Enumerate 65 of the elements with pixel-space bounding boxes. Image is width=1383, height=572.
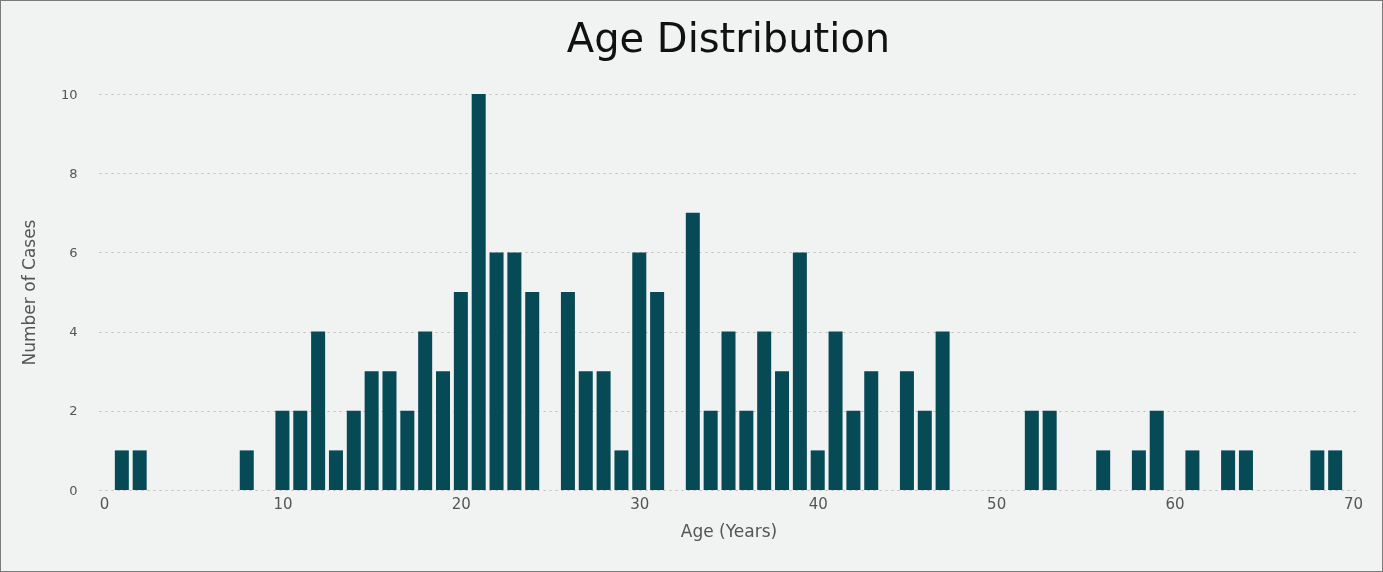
- bar: [792, 252, 807, 490]
- bar: [596, 371, 611, 490]
- x-tick-label: 60: [1165, 494, 1185, 513]
- bar: [632, 252, 647, 490]
- bar: [400, 410, 415, 490]
- bar: [1024, 410, 1039, 490]
- bar: [311, 331, 326, 490]
- y-axis-title: Number of Cases: [18, 219, 39, 366]
- bar: [846, 410, 861, 490]
- x-tick-label: 30: [630, 494, 650, 513]
- bar: [382, 371, 397, 490]
- bar: [471, 94, 486, 490]
- bar: [650, 292, 665, 490]
- bar: [293, 410, 308, 490]
- bar: [578, 371, 593, 490]
- bar: [1328, 450, 1343, 490]
- bar: [775, 371, 790, 490]
- bar: [436, 371, 451, 490]
- bar: [1096, 450, 1111, 490]
- bar: [1149, 410, 1164, 490]
- y-tick-label: 0: [69, 482, 78, 498]
- bar: [489, 252, 504, 490]
- bar: [525, 292, 540, 490]
- bar: [1185, 450, 1200, 490]
- bar: [614, 450, 629, 490]
- bar: [1131, 450, 1146, 490]
- bar: [328, 450, 343, 490]
- bar: [828, 331, 843, 490]
- bar: [1238, 450, 1253, 490]
- bar: [739, 410, 754, 490]
- bar: [1221, 450, 1236, 490]
- x-tick-label: 50: [987, 494, 1007, 513]
- bar: [364, 371, 379, 490]
- x-tick-label: 20: [451, 494, 471, 513]
- bar: [685, 212, 700, 490]
- bar: [560, 292, 575, 490]
- x-tick-label: 10: [273, 494, 293, 513]
- bar: [346, 410, 361, 490]
- bar: [1310, 450, 1325, 490]
- x-axis-title: Age (Years): [680, 520, 778, 541]
- y-tick-label: 4: [69, 324, 78, 340]
- bar: [899, 371, 914, 490]
- bar: [703, 410, 718, 490]
- bar: [864, 371, 879, 490]
- bar: [132, 450, 147, 490]
- y-tick-label: 2: [69, 403, 78, 419]
- y-tick-label: 6: [69, 244, 78, 260]
- bar: [757, 331, 772, 490]
- bar: [721, 331, 736, 490]
- y-tick-label: 10: [60, 86, 78, 102]
- bar: [507, 252, 522, 490]
- bar: [418, 331, 433, 490]
- x-tick-label: 40: [808, 494, 828, 513]
- bar: [114, 450, 129, 490]
- chart-title: Age Distribution: [566, 15, 891, 61]
- x-tick-label: 70: [1343, 494, 1364, 513]
- bar: [810, 450, 825, 490]
- bar: [453, 292, 468, 490]
- bar: [1042, 410, 1057, 490]
- y-tick-label: 8: [69, 165, 78, 181]
- bar: [239, 450, 254, 490]
- bar: [275, 410, 290, 490]
- bar: [935, 331, 950, 490]
- bar: [917, 410, 932, 490]
- x-tick-label: 0: [99, 494, 110, 513]
